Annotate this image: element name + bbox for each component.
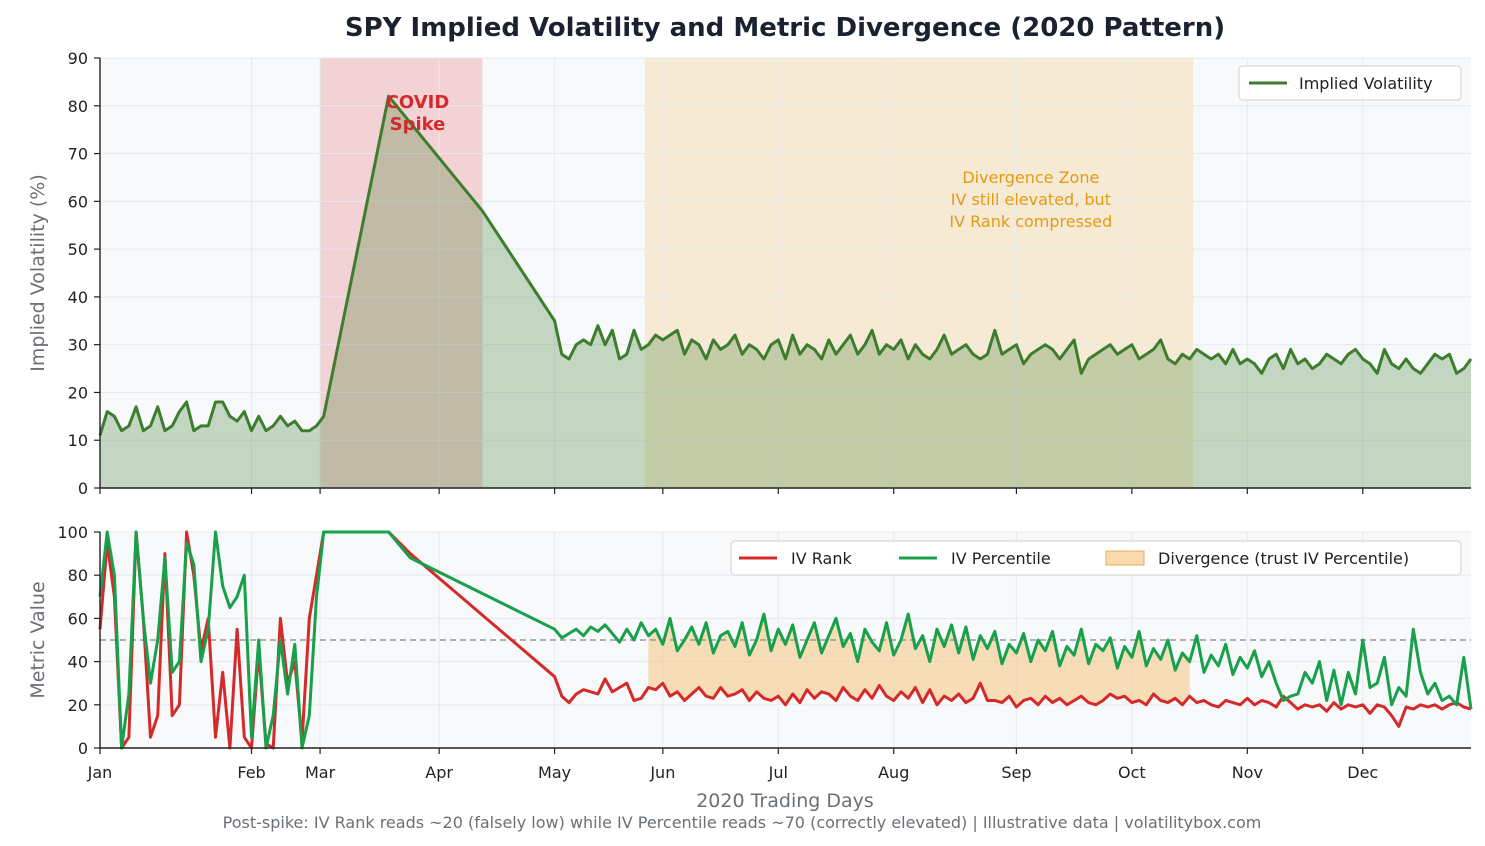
iv-percentile-line [98, 530, 1473, 750]
x-tick-label-oct: Oct [1118, 763, 1146, 782]
iv-rank-line [98, 530, 1472, 750]
annotation-line: Divergence Zone [962, 168, 1099, 187]
y-tick-label: 80 [68, 97, 88, 116]
legend-label-iv: Implied Volatility [1299, 74, 1433, 93]
x-tick-label-mar: Mar [305, 763, 336, 782]
iv-panel-series [98, 94, 1473, 488]
divergence-zone-annotation: Divergence Zone IV still elevated, but IV … [949, 168, 1112, 231]
legend-box [730, 540, 1462, 576]
divergence-area [648, 614, 1190, 707]
legend-box [1238, 65, 1462, 101]
metric-panel-ylabel: Metric Value [27, 581, 49, 698]
legend-label-iv-rank: IV Rank [791, 549, 852, 568]
y-tick-label: 20 [68, 696, 88, 715]
iv-area-fill [100, 96, 1471, 488]
y-tick-label: 10 [68, 431, 88, 450]
legend-label-iv-percentile: IV Percentile [951, 549, 1051, 568]
y-tick-label: 80 [68, 566, 88, 585]
legend-swatch-divergence [1105, 550, 1145, 566]
covid-spike-region [320, 58, 483, 488]
iv-panel-ylabel: Implied Volatility (%) [27, 174, 49, 372]
y-tick-label: 100 [57, 523, 88, 542]
divergence-fill [648, 614, 1190, 707]
annotation-line: IV still elevated, but [951, 190, 1111, 209]
x-tick-label-aug: Aug [878, 763, 909, 782]
y-tick-label: 50 [68, 240, 88, 259]
annotation-line: Spike [390, 114, 446, 135]
x-tick-label-may: May [538, 763, 571, 782]
x-tick-label-nov: Nov [1232, 763, 1263, 782]
chart-title: SPY Implied Volatility and Metric Diverg… [345, 13, 1225, 43]
y-tick-label: 90 [68, 49, 88, 68]
y-tick-label: 60 [68, 609, 88, 628]
legend-label-divergence: Divergence (trust IV Percentile) [1158, 549, 1409, 568]
annotation-line: COVID [386, 92, 450, 113]
x-axis-label: 2020 Trading Days [696, 790, 874, 812]
y-tick-label: 70 [68, 145, 88, 164]
metric-panel: 0 20 40 60 80 100 Jan Feb Mar Apr May Jun Jul Aug Sep O… [27, 523, 1473, 782]
metric-panel-series [98, 530, 1473, 750]
y-tick-label: 0 [78, 739, 88, 758]
x-tick-label-apr: Apr [425, 763, 453, 782]
y-tick-label: 60 [68, 192, 88, 211]
x-tick-label-jun: Jun [649, 763, 675, 782]
metric-panel-axes: 0 20 40 60 80 100 Jan Feb Mar Apr May Jun Jul Aug Sep O… [57, 523, 1471, 782]
divergence-zone-region [644, 58, 1194, 488]
annotation-line: IV Rank compressed [949, 212, 1112, 231]
y-tick-label: 0 [78, 479, 88, 498]
x-tick-label-feb: Feb [237, 763, 265, 782]
iv-panel-shaded-regions [320, 58, 1194, 488]
y-tick-label: 40 [68, 653, 88, 672]
y-tick-label: 20 [68, 383, 88, 402]
iv-legend: Implied Volatility [1238, 65, 1462, 101]
x-tick-label-sep: Sep [1001, 763, 1031, 782]
y-tick-label: 30 [68, 336, 88, 355]
iv-panel-axes: 0 10 20 30 40 50 60 70 80 90 [68, 49, 1471, 498]
x-tick-label-jul: Jul [768, 763, 788, 782]
footer-note: Post-spike: IV Rank reads ~20 (falsely l… [223, 813, 1262, 832]
iv-line [98, 94, 1473, 436]
x-tick-label-dec: Dec [1347, 763, 1378, 782]
x-tick-label-jan: Jan [87, 763, 113, 782]
y-tick-label: 40 [68, 288, 88, 307]
metric-legend: IV Rank IV Percentile Divergence (trust IV… [730, 540, 1462, 576]
